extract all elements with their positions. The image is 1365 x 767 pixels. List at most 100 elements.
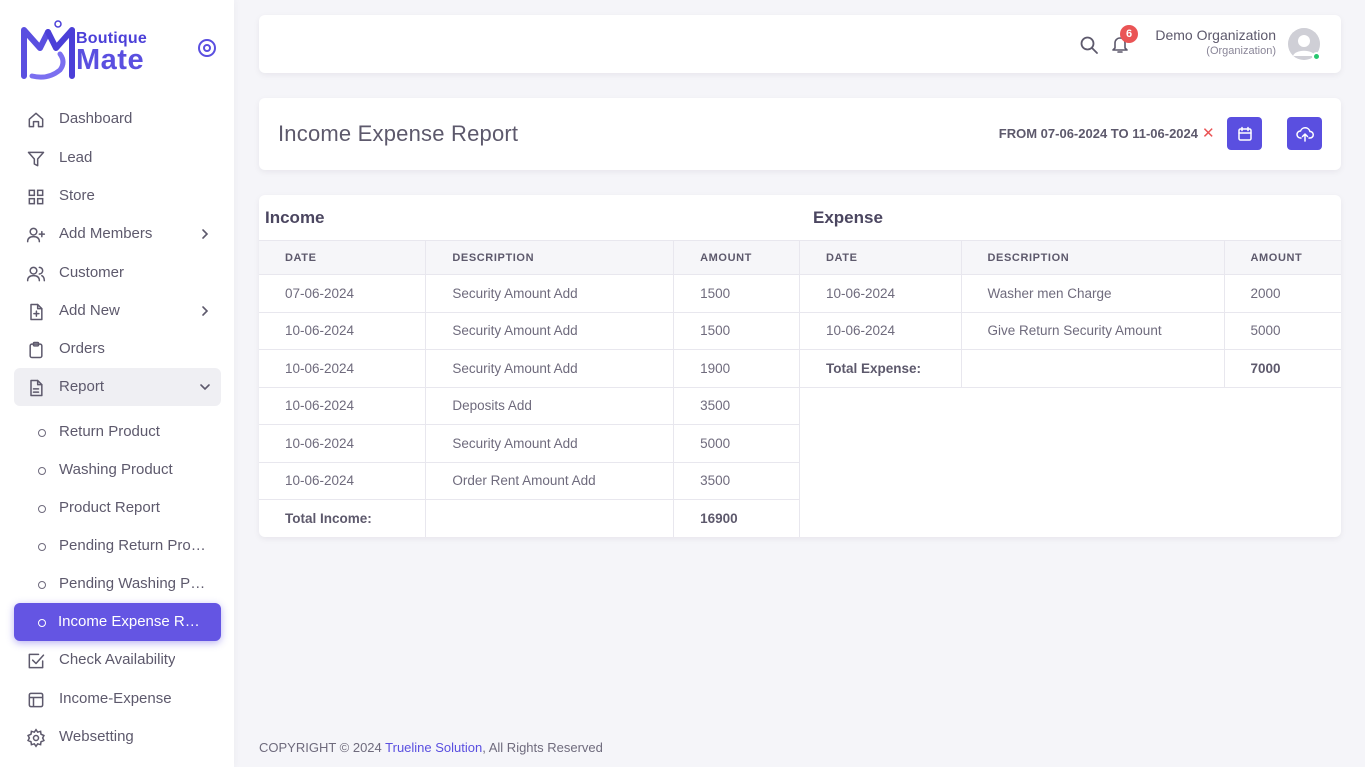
sidebar-item-orders[interactable]: Orders [14,330,221,368]
expense-date: 10-06-2024 [800,274,961,313]
clear-date-icon[interactable]: ✕ [1202,125,1215,142]
expense-total-row: Total Expense: 7000 [800,349,1341,388]
income-total-spacer [425,499,674,537]
table-row: 10-06-2024 Security Amount Add 5000 [259,424,800,463]
sidebar-item-label: Pending Return Product [59,537,207,554]
chevron-right-icon [202,306,209,316]
report-header-card: Income Expense Report FROM 07-06-2024 TO… [259,98,1341,170]
circle-icon [32,537,52,557]
income-description: Security Amount Add [425,349,674,388]
column-header-amount[interactable]: AMOUNT [673,240,800,275]
user-role: (Organization) [1206,45,1276,57]
sidebar-item-store[interactable]: Store [14,177,221,215]
sidebar-item-label: Lead [59,149,93,166]
expense-title: Expense [813,208,883,227]
sidebar-item-lead[interactable]: Lead [14,139,221,177]
expense-description: Washer men Charge [960,274,1224,313]
sidebar-item-add-members[interactable]: Add Members [14,215,221,253]
checkbox-icon [26,651,46,671]
chevron-down-icon [200,384,210,391]
income-total-row: Total Income: 16900 [259,499,800,537]
sidebar-subitem-income-expense-report[interactable]: Income Expense Report [14,603,221,641]
export-button[interactable] [1287,117,1322,150]
sidebar-item-customer[interactable]: Customer [14,254,221,292]
expense-amount: 2000 [1223,274,1341,313]
table-row: 10-06-2024 Security Amount Add 1500 [259,312,800,350]
table-row: 10-06-2024 Security Amount Add 1900 [259,349,800,388]
income-description: Security Amount Add [425,274,674,313]
footer-company-link[interactable]: Trueline Solution [385,740,483,755]
income-amount: 1900 [673,349,800,388]
brand-name-bottom: Mate [76,44,145,76]
sidebar-item-income-expense[interactable]: Income-Expense [14,680,221,718]
income-date: 10-06-2024 [259,387,426,425]
sidebar-item-label: Add New [59,302,120,319]
gear-icon [26,728,46,748]
sidebar-item-websetting[interactable]: Websetting [14,718,221,756]
income-description: Order Rent Amount Add [425,462,674,500]
income-expense-card: Income Expense DATE DESCRIPTION AMOUNT 0… [259,195,1341,537]
expense-date: 10-06-2024 [800,312,961,350]
income-amount: 3500 [673,387,800,425]
sidebar-item-label: Washing Product [59,461,173,478]
search-icon[interactable] [1079,35,1099,55]
expense-total-value: 7000 [1223,349,1341,388]
income-description: Deposits Add [425,387,674,425]
sidebar-item-dashboard[interactable]: Dashboard [14,100,221,138]
expense-amount: 5000 [1223,312,1341,350]
top-navbar: 6 Demo Organization (Organization) [259,15,1341,73]
calendar-button[interactable] [1227,117,1262,150]
cloud-upload-icon [1295,126,1314,142]
table-row: 07-06-2024 Security Amount Add 1500 [259,274,800,313]
sidebar-subitem-washing-product[interactable]: Washing Product [14,451,221,489]
footer-rights: , All Rights Reserved [482,740,603,755]
column-header-description[interactable]: DESCRIPTION [960,240,1224,275]
brand-name-top: Boutique [76,30,147,47]
filter-icon [26,149,46,169]
income-total-label: Total Income: [259,499,426,537]
sidebar-item-label: Store [59,187,95,204]
income-total-value: 16900 [673,499,800,537]
circle-icon [32,499,52,519]
page-title: Income Expense Report [278,121,519,146]
column-header-description[interactable]: DESCRIPTION [425,240,674,275]
home-icon [26,110,46,130]
clipboard-icon [26,340,46,360]
income-description: Security Amount Add [425,424,674,463]
sidebar-item-label: Product Report [59,499,160,516]
table-header-row: DATE DESCRIPTION AMOUNT [259,240,800,275]
sidebar-item-add-new[interactable]: Add New [14,292,221,330]
circle-icon [32,461,52,481]
sidebar-subitem-pending-washing-product[interactable]: Pending Washing Product [14,565,221,603]
sidebar-item-label: Pending Washing Product [59,575,207,592]
expense-table: DATE DESCRIPTION AMOUNT 10-06-2024 Washer… [800,240,1341,388]
sidebar-item-label: Add Members [59,225,153,242]
expense-total-spacer [960,349,1224,388]
column-header-date[interactable]: DATE [800,240,961,275]
column-header-amount[interactable]: AMOUNT [1223,240,1341,275]
circle-icon [32,613,52,633]
table-header-row: DATE DESCRIPTION AMOUNT [800,240,1341,275]
income-amount: 1500 [673,274,800,313]
sidebar-item-report[interactable]: Report [14,368,221,406]
user-plus-icon [26,225,46,245]
sidebar-item-label: Customer [59,264,125,281]
expense-total-label: Total Expense: [800,349,961,388]
chevron-right-icon [202,229,209,239]
sidebar-item-check-availability[interactable]: Check Availability [14,641,221,679]
income-date: 10-06-2024 [259,424,426,463]
column-header-date[interactable]: DATE [259,240,426,275]
income-amount: 1500 [673,312,800,350]
sidebar-item-label: Income-Expense [59,690,172,707]
sidebar-item-label: Report [59,378,105,395]
table-row: 10-06-2024 Deposits Add 3500 [259,387,800,425]
brand-logo[interactable]: Boutique Mate [20,18,170,82]
footer-copyright: COPYRIGHT © 2024 [259,740,386,755]
circle-icon [32,575,52,595]
sidebar-toggle-icon[interactable] [198,39,216,57]
sidebar-subitem-pending-return-product[interactable]: Pending Return Product [14,527,221,565]
sidebar-item-label: Check Availability [59,651,176,668]
sidebar-subitem-return-product[interactable]: Return Product [14,413,221,451]
income-description: Security Amount Add [425,312,674,350]
sidebar-subitem-product-report[interactable]: Product Report [14,489,221,527]
